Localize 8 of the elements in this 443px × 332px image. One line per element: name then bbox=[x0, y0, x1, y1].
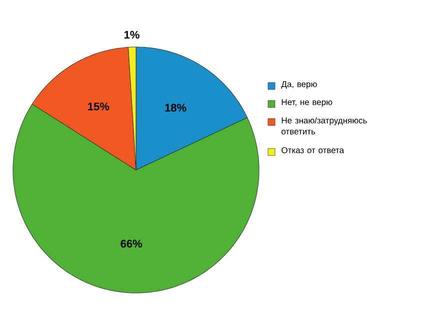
data-label: 15% bbox=[88, 102, 110, 110]
data-label: 18% bbox=[165, 104, 186, 112]
data-label: 66% bbox=[120, 240, 142, 248]
legend-label: Нет, не верю bbox=[282, 99, 332, 107]
legend-label: Отказ от ответа bbox=[282, 147, 344, 154]
data-label: 1% bbox=[124, 30, 140, 39]
legend-label: Да, верю bbox=[281, 81, 317, 89]
legend-label: Не знаю/затрудняюсь ответить bbox=[282, 117, 367, 134]
